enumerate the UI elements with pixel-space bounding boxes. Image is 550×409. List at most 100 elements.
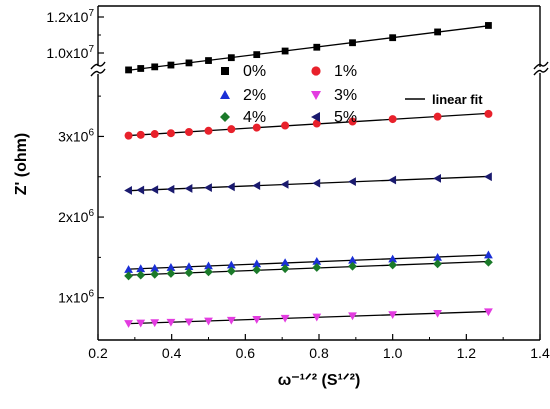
fit-lines: [128, 25, 489, 325]
data-point-1pct: [252, 123, 261, 132]
data-point-4pct: [484, 257, 493, 267]
data-point-3pct: [150, 319, 160, 328]
data-point-2pct: [484, 250, 493, 259]
data-point-4pct: [280, 264, 290, 274]
data-point-0pct: [253, 51, 261, 59]
x-axis-title: ω⁻¹ᐟ² (S¹ᐟ²): [278, 372, 361, 389]
data-point-0pct: [205, 57, 212, 64]
data-point-3pct: [136, 319, 146, 328]
data-point-1pct: [136, 130, 145, 139]
data-point-3pct: [204, 317, 213, 326]
legend-fit-label: linear fit: [432, 92, 483, 107]
data-point-5pct: [150, 185, 159, 195]
axis-break-mark: [90, 61, 106, 70]
legend-marker: [220, 90, 230, 99]
data-point-1pct: [433, 112, 442, 121]
data-point-5pct: [184, 184, 193, 193]
x-tick-label: 0.4: [162, 345, 182, 361]
data-point-5pct: [280, 180, 289, 189]
legend-label: 4%: [243, 109, 266, 126]
data-point-0pct: [434, 28, 442, 36]
data-point-3pct: [433, 310, 443, 318]
data-point-0pct: [125, 66, 132, 74]
data-point-4pct: [204, 267, 213, 277]
legend-marker: [220, 112, 230, 122]
data-point-0pct: [485, 22, 492, 29]
y-tick-label: 1x106: [58, 289, 94, 306]
data-point-1pct: [312, 119, 321, 128]
legend-label: 3%: [334, 87, 357, 104]
data-point-1pct: [227, 125, 236, 134]
y-tick-label: 1.0x107: [46, 44, 94, 61]
x-tick-label: 1.2: [457, 345, 477, 361]
data-point-4pct: [136, 270, 146, 280]
data-point-2pct: [280, 258, 290, 267]
data-points: [124, 22, 493, 328]
axis-break-mark: [533, 67, 549, 76]
data-point-3pct: [226, 316, 236, 325]
data-point-3pct: [184, 318, 194, 327]
y-axis-title: Z' (ohm): [13, 133, 30, 195]
data-point-4pct: [166, 269, 176, 278]
data-point-1pct: [184, 128, 193, 137]
data-point-0pct: [137, 65, 145, 72]
legend-marker: [311, 112, 320, 122]
data-point-0pct: [167, 61, 175, 69]
data-point-4pct: [388, 260, 398, 270]
data-point-4pct: [312, 263, 322, 272]
data-point-2pct: [150, 263, 160, 272]
x-tick-label: 0.6: [236, 345, 256, 361]
y-tick-label: 3x106: [58, 127, 94, 144]
data-point-3pct: [252, 316, 262, 324]
ticks: 0.2 0.4 0.6 0.8 1.0 1.2 1.4 1.0x107 1.2x107 1x106…: [46, 8, 550, 361]
data-point-5pct: [204, 183, 212, 193]
x-tick-label: 1.0: [383, 345, 403, 361]
legend-marker: [311, 91, 321, 100]
data-point-1pct: [124, 131, 133, 140]
data-point-0pct: [281, 47, 289, 55]
data-point-4pct: [124, 271, 133, 281]
data-point-4pct: [252, 265, 262, 275]
data-point-1pct: [388, 115, 397, 124]
data-point-2pct: [388, 254, 398, 263]
data-point-3pct: [388, 311, 398, 320]
x-tick-label: 0.2: [88, 345, 108, 361]
data-point-1pct: [484, 109, 493, 118]
data-point-4pct: [184, 268, 194, 278]
legend-label: 5%: [334, 109, 357, 126]
axis-break-mark: [533, 61, 549, 70]
data-point-2pct: [252, 259, 262, 268]
data-point-5pct: [124, 186, 132, 195]
data-point-0pct: [349, 39, 356, 47]
data-point-3pct: [484, 308, 493, 317]
data-point-1pct: [348, 117, 357, 126]
data-point-0pct: [389, 34, 397, 42]
data-point-2pct: [184, 262, 194, 271]
data-point-0pct: [185, 59, 193, 67]
data-point-0pct: [151, 63, 159, 71]
data-point-1pct: [166, 129, 175, 138]
x-tick-label: 0.8: [309, 345, 329, 361]
data-point-2pct: [433, 252, 443, 261]
data-point-2pct: [348, 255, 357, 264]
data-point-3pct: [312, 313, 322, 322]
y-tick-label: 1.2x107: [46, 8, 94, 25]
data-point-3pct: [124, 320, 133, 328]
legend-marker: [311, 66, 321, 76]
data-point-3pct: [280, 314, 290, 323]
fit-line-2pct: [128, 254, 489, 270]
data-point-1pct: [281, 121, 290, 130]
data-point-5pct: [136, 185, 145, 195]
data-point-1pct: [204, 126, 213, 135]
legend: 0% 1% 2% 3% 4% 5% linear fit: [220, 63, 483, 126]
data-point-2pct: [204, 261, 213, 270]
data-point-5pct: [312, 178, 321, 188]
axis-break-mark: [90, 68, 106, 77]
axis-titles: ω⁻¹ᐟ² (S¹ᐟ²) Z' (ohm): [13, 133, 360, 389]
data-point-1pct: [150, 130, 159, 139]
data-point-5pct: [388, 175, 397, 185]
data-point-4pct: [348, 261, 357, 271]
data-point-5pct: [226, 182, 235, 192]
legend-marker: [221, 67, 229, 75]
